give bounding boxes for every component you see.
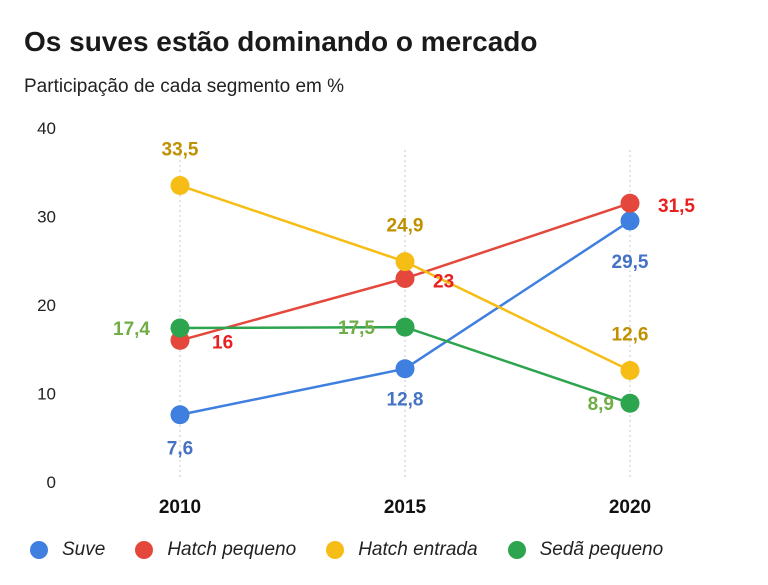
data-label-hatch-pequeno: 31,5: [658, 196, 695, 217]
chart-subtitle: Participação de cada segmento em %: [24, 76, 345, 97]
legend-swatch: [326, 541, 345, 559]
legend-swatch: [507, 541, 526, 559]
legend-item-seda-pequeno: Sedã pequeno: [507, 539, 664, 561]
y-tick-label: 30: [37, 208, 56, 227]
x-tick-label: 2010: [159, 497, 201, 518]
data-point-suve: [620, 211, 640, 231]
data-point-hatch-entrada: [170, 176, 190, 196]
data-label-hatch-pequeno: 23: [433, 271, 454, 292]
data-label-seda-pequeno: 17,5: [338, 318, 375, 339]
data-label-seda-pequeno: 17,4: [113, 319, 150, 340]
data-point-hatch-pequeno: [395, 268, 415, 288]
legend-label: Sedã pequeno: [539, 539, 664, 560]
data-point-suve: [170, 405, 190, 425]
legend-swatch: [135, 541, 154, 559]
data-point-seda-pequeno: [170, 318, 190, 338]
data-label-suve: 12,8: [387, 390, 424, 411]
chart-legend: Suve Hatch pequeno Hatch entrada Sedã peque…: [30, 536, 693, 564]
data-point-seda-pequeno: [395, 317, 415, 337]
legend-swatch: [30, 541, 48, 559]
legend-item-suve: Suve: [30, 539, 105, 561]
x-tick-label: 2020: [609, 497, 651, 518]
data-label-hatch-entrada: 24,9: [387, 216, 424, 237]
legend-item-hatch-entrada: Hatch entrada: [326, 539, 478, 561]
data-label-seda-pequeno: 8,9: [588, 394, 614, 415]
data-label-hatch-entrada: 12,6: [612, 324, 649, 345]
data-point-suve: [395, 359, 415, 379]
data-point-hatch-entrada: [620, 360, 640, 380]
legend-label: Hatch entrada: [358, 539, 478, 560]
data-label-hatch-pequeno: 16: [212, 332, 233, 353]
data-point-hatch-entrada: [395, 252, 415, 272]
data-point-seda-pequeno: [620, 393, 640, 413]
y-tick-label: 10: [37, 385, 56, 404]
data-label-suve: 7,6: [167, 439, 193, 460]
legend-item-hatch-pequeno: Hatch pequeno: [135, 539, 296, 561]
chart-title: Os suves estão dominando o mercado: [24, 26, 538, 57]
legend-label: Suve: [62, 539, 106, 560]
legend-label: Hatch pequeno: [167, 539, 297, 560]
data-label-hatch-entrada: 33,5: [162, 140, 199, 161]
y-tick-label: 20: [37, 296, 56, 315]
data-point-hatch-pequeno: [620, 193, 640, 213]
x-tick-label: 2015: [384, 497, 427, 518]
data-label-suve: 29,5: [612, 252, 649, 273]
y-tick-label: 40: [37, 119, 56, 138]
y-tick-label: 0: [47, 473, 56, 492]
